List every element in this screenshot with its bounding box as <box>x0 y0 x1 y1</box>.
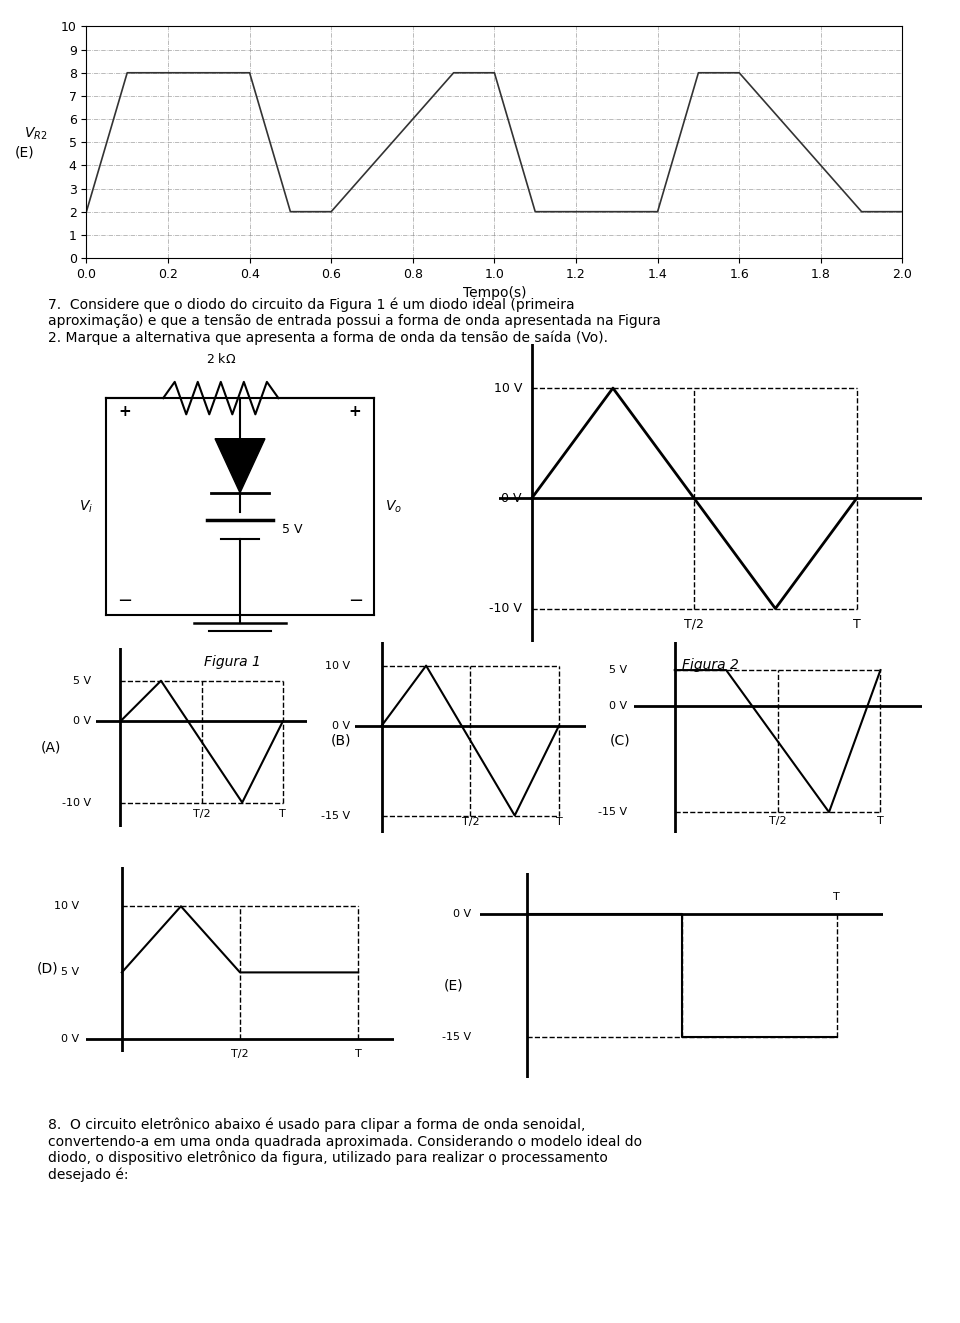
Y-axis label: $V_{R2}$: $V_{R2}$ <box>24 126 48 142</box>
Text: 5 V: 5 V <box>73 676 91 685</box>
Text: T: T <box>355 1049 362 1060</box>
Text: (B): (B) <box>331 734 351 747</box>
Text: 10 V: 10 V <box>493 381 522 394</box>
Text: 10 V: 10 V <box>54 901 80 912</box>
Text: 5 V: 5 V <box>610 665 628 675</box>
Text: −: − <box>117 593 132 610</box>
Text: T/2: T/2 <box>684 618 704 631</box>
Text: T/2: T/2 <box>769 816 786 827</box>
Text: 0 V: 0 V <box>452 909 470 919</box>
Text: (A): (A) <box>40 741 60 754</box>
Text: 8.  O circuito eletrônico abaixo é usado para clipar a forma de onda senoidal,
c: 8. O circuito eletrônico abaixo é usado … <box>48 1118 642 1183</box>
Text: $V_o$: $V_o$ <box>385 499 402 515</box>
Text: -15 V: -15 V <box>598 807 628 818</box>
Text: 10 V: 10 V <box>324 660 349 671</box>
Text: 0 V: 0 V <box>501 492 522 505</box>
Text: T/2: T/2 <box>193 808 210 819</box>
Text: -15 V: -15 V <box>442 1032 470 1043</box>
Polygon shape <box>215 439 265 492</box>
Text: +: + <box>348 404 362 419</box>
Text: 5 V: 5 V <box>282 523 302 536</box>
Text: $V_i$: $V_i$ <box>80 499 93 515</box>
Text: T: T <box>852 618 860 631</box>
Text: -10 V: -10 V <box>489 602 522 615</box>
Text: 5 V: 5 V <box>61 967 80 978</box>
Text: (E): (E) <box>444 979 463 992</box>
Text: +: + <box>118 404 132 419</box>
Text: -15 V: -15 V <box>321 811 349 820</box>
Text: (D): (D) <box>36 962 59 975</box>
Text: -10 V: -10 V <box>62 798 91 807</box>
Text: T: T <box>279 808 286 819</box>
Text: Figura 2: Figura 2 <box>682 658 739 672</box>
Text: 2 k$\Omega$: 2 k$\Omega$ <box>205 352 236 365</box>
Text: 7.  Considere que o diodo do circuito da Figura 1 é um diodo ideal (primeira
apr: 7. Considere que o diodo do circuito da … <box>48 298 660 345</box>
Text: T: T <box>556 818 563 827</box>
Text: 0 V: 0 V <box>73 716 91 726</box>
Text: T/2: T/2 <box>231 1049 249 1060</box>
Text: 0 V: 0 V <box>332 721 349 730</box>
Text: T/2: T/2 <box>462 818 479 827</box>
Text: 0 V: 0 V <box>61 1033 80 1044</box>
Text: (E): (E) <box>14 146 34 159</box>
Text: −: − <box>348 593 363 610</box>
Text: Figura 1: Figura 1 <box>204 655 261 669</box>
Text: T: T <box>877 816 884 827</box>
Text: T: T <box>833 892 840 902</box>
X-axis label: Tempo(s): Tempo(s) <box>463 286 526 300</box>
Text: (C): (C) <box>610 734 630 747</box>
Text: 0 V: 0 V <box>610 701 628 710</box>
